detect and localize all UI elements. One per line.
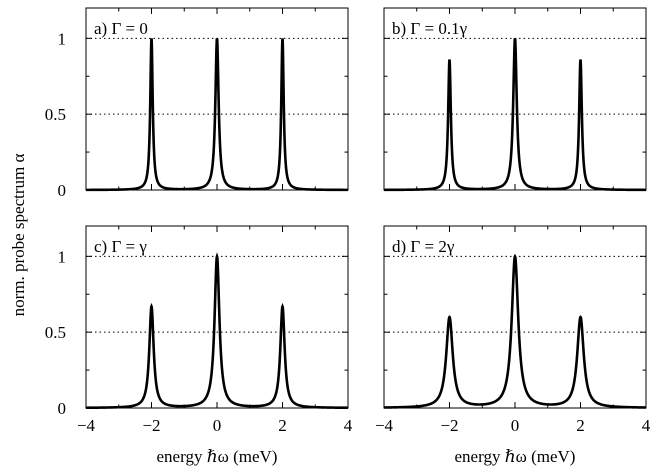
x-tick-label: 0 — [511, 416, 520, 435]
x-tick-labels: −4 −2 0 2 4 — [77, 416, 353, 435]
panel-label: b) Γ = 0.1γ — [392, 19, 468, 38]
x-tick-label: 4 — [642, 416, 651, 435]
x-axis-label: energy ℏω (meV) — [157, 447, 278, 466]
panel-label: d) Γ = 2γ — [392, 237, 455, 256]
x-tick-label: −2 — [142, 416, 160, 435]
x-tick-label: 4 — [344, 416, 353, 435]
panel-a: 00.51 a) Γ = 0 — [45, 7, 349, 200]
x-tick-label: 2 — [576, 416, 585, 435]
spectrum-line — [384, 253, 646, 409]
spectrum-line — [86, 252, 348, 410]
panel-c: 00.51 −4 −2 0 2 4 c) Γ = γ energy ℏω (meV) — [45, 225, 353, 466]
panel-d: −4 −2 0 2 4 d) Γ = 2γ energy ℏω (meV) — [375, 225, 651, 466]
y-tick-label: 0 — [58, 399, 67, 418]
y-tick-labels: 00.51 — [45, 29, 66, 200]
x-tick-label: −4 — [77, 416, 96, 435]
x-tick-label: 2 — [278, 416, 287, 435]
y-tick-label: 1 — [58, 247, 67, 266]
x-axis-label: energy ℏω (meV) — [455, 447, 576, 466]
ticks — [383, 8, 647, 191]
x-tick-label: −2 — [440, 416, 458, 435]
spectrum-line — [384, 38, 646, 192]
spectrum-line — [86, 38, 348, 192]
panel-b: b) Γ = 0.1γ — [383, 7, 647, 192]
y-tick-label: 0.5 — [45, 323, 66, 342]
panel-label: c) Γ = γ — [94, 237, 147, 256]
x-tick-label: −4 — [375, 416, 394, 435]
y-axis-label: norm. probe spectrum α — [9, 154, 28, 317]
x-tick-labels: −4 −2 0 2 4 — [375, 416, 651, 435]
y-tick-labels: 00.51 — [45, 247, 66, 418]
y-tick-label: 0.5 — [45, 105, 66, 124]
y-tick-label: 0 — [58, 181, 67, 200]
x-tick-label: 0 — [213, 416, 222, 435]
panel-label: a) Γ = 0 — [94, 19, 148, 38]
y-tick-label: 1 — [58, 29, 67, 48]
